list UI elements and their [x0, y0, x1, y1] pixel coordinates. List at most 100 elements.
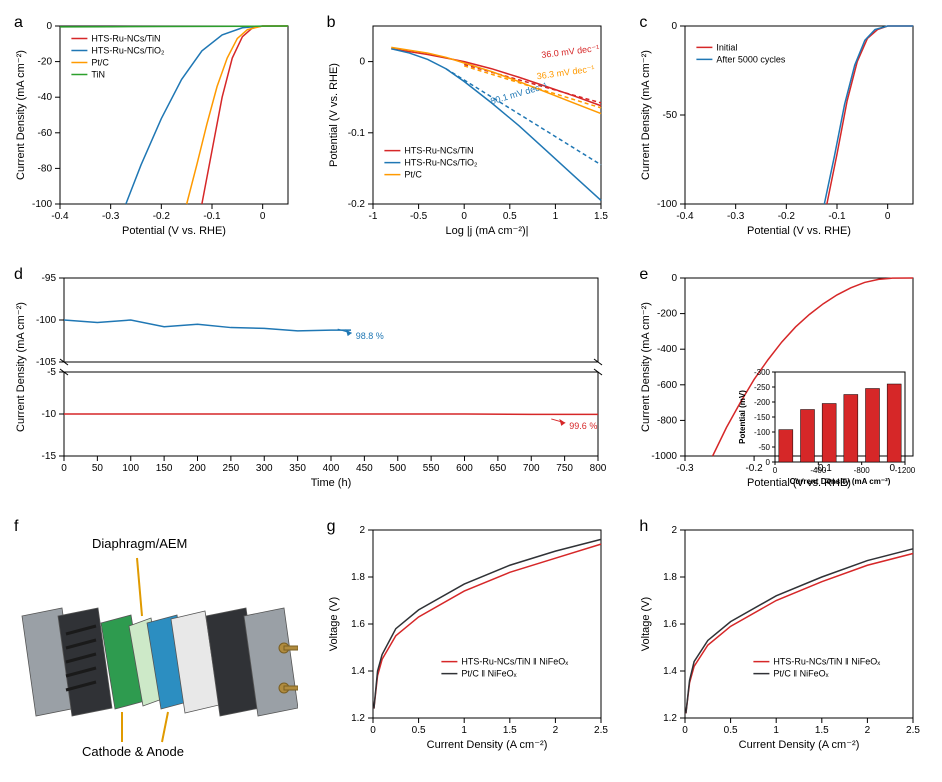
svg-text:HTS-Ru-NCs/TiO₂: HTS-Ru-NCs/TiO₂: [404, 158, 478, 168]
svg-text:2: 2: [865, 725, 871, 736]
svg-text:2: 2: [672, 525, 678, 536]
svg-text:1.5: 1.5: [503, 725, 517, 736]
svg-text:400: 400: [323, 463, 340, 474]
svg-text:0: 0: [370, 725, 376, 736]
svg-text:1.4: 1.4: [351, 666, 365, 677]
svg-text:1: 1: [774, 725, 780, 736]
svg-text:0.5: 0.5: [724, 725, 738, 736]
svg-text:Potential (V vs. RHE): Potential (V vs. RHE): [747, 225, 851, 237]
svg-text:650: 650: [490, 463, 507, 474]
svg-text:300: 300: [256, 463, 273, 474]
svg-text:600: 600: [456, 463, 473, 474]
svg-text:0: 0: [766, 458, 771, 467]
svg-text:450: 450: [356, 463, 373, 474]
svg-text:1.4: 1.4: [663, 666, 677, 677]
panel-g: g00.511.522.51.21.41.61.82Current Densit…: [325, 516, 618, 766]
panel-label: f: [14, 518, 18, 536]
svg-text:Log |j (mA cm⁻²)|: Log |j (mA cm⁻²)|: [445, 225, 528, 237]
svg-text:1: 1: [552, 211, 558, 222]
svg-text:-100: -100: [754, 428, 771, 437]
svg-text:Current Density (mA cm⁻²): Current Density (mA cm⁻²): [640, 302, 652, 432]
svg-text:-800: -800: [657, 415, 677, 426]
svg-text:1.6: 1.6: [663, 619, 677, 630]
svg-text:-0.4: -0.4: [51, 211, 69, 222]
svg-text:Voltage (V): Voltage (V): [640, 597, 652, 651]
svg-text:-0.5: -0.5: [410, 211, 428, 222]
svg-text:200: 200: [189, 463, 206, 474]
panel-label: b: [327, 14, 336, 32]
svg-text:50: 50: [92, 463, 104, 474]
panel-label: e: [639, 266, 648, 284]
svg-text:Current Density (mA cm⁻²): Current Density (mA cm⁻²): [640, 50, 652, 180]
svg-text:After 5000 cycles: After 5000 cycles: [717, 54, 787, 64]
svg-text:0: 0: [683, 725, 689, 736]
svg-text:2.5: 2.5: [906, 725, 920, 736]
svg-text:1.2: 1.2: [663, 713, 677, 724]
panel-label: a: [14, 14, 23, 32]
svg-text:0: 0: [61, 463, 67, 474]
svg-text:Diaphragm/AEM: Diaphragm/AEM: [92, 536, 187, 551]
svg-text:-0.3: -0.3: [727, 211, 745, 222]
svg-text:-600: -600: [657, 380, 677, 391]
svg-text:98.8 %: 98.8 %: [356, 331, 384, 341]
svg-text:1.8: 1.8: [351, 572, 365, 583]
svg-text:HTS-Ru-NCs/TiN ‖ NiFeOₓ: HTS-Ru-NCs/TiN ‖ NiFeOₓ: [461, 657, 568, 667]
panel-label: g: [327, 518, 336, 536]
svg-text:-800: -800: [854, 466, 871, 475]
svg-text:100: 100: [122, 463, 139, 474]
panel-label: c: [639, 14, 647, 32]
svg-text:36.0 mV dec⁻¹: 36.0 mV dec⁻¹: [540, 43, 599, 60]
svg-text:1: 1: [461, 725, 467, 736]
panel-d: d050100150200250300350400450500550600650…: [12, 264, 617, 504]
svg-text:Potential (V vs. RHE): Potential (V vs. RHE): [328, 63, 340, 167]
svg-text:Time (h): Time (h): [311, 477, 352, 489]
svg-text:0: 0: [260, 211, 266, 222]
svg-text:-0.2: -0.2: [347, 199, 365, 210]
svg-text:-0.1: -0.1: [829, 211, 847, 222]
svg-text:Current Density (mA cm⁻²): Current Density (mA cm⁻²): [15, 50, 27, 180]
svg-text:700: 700: [523, 463, 540, 474]
svg-text:TiN: TiN: [91, 69, 105, 79]
svg-text:500: 500: [389, 463, 406, 474]
svg-text:Initial: Initial: [717, 42, 738, 52]
svg-text:0: 0: [672, 21, 678, 32]
svg-text:-100: -100: [36, 315, 56, 326]
svg-text:-100: -100: [32, 199, 52, 210]
svg-text:36.3 mV dec⁻¹: 36.3 mV dec⁻¹: [536, 63, 595, 81]
svg-text:0: 0: [773, 466, 778, 475]
svg-text:Pt/C: Pt/C: [91, 57, 109, 67]
svg-text:-250: -250: [754, 383, 771, 392]
svg-text:-60: -60: [38, 128, 53, 139]
svg-text:Current Density (A cm⁻²): Current Density (A cm⁻²): [426, 739, 547, 751]
svg-text:-50: -50: [663, 110, 678, 121]
svg-text:Current Density (mA cm⁻²): Current Density (mA cm⁻²): [15, 302, 27, 432]
svg-text:-5: -5: [47, 367, 56, 378]
svg-text:80.1 mV dec⁻¹: 80.1 mV dec⁻¹: [489, 81, 548, 107]
svg-text:1.2: 1.2: [351, 713, 365, 724]
svg-text:Pt/C ‖ NiFeOₓ: Pt/C ‖ NiFeOₓ: [774, 669, 829, 679]
svg-text:150: 150: [156, 463, 173, 474]
svg-text:-0.1: -0.1: [203, 211, 221, 222]
svg-text:-15: -15: [42, 451, 57, 462]
svg-text:-200: -200: [754, 398, 771, 407]
svg-text:-0.3: -0.3: [102, 211, 120, 222]
svg-text:Current Density (mA cm⁻²): Current Density (mA cm⁻²): [790, 477, 891, 486]
svg-text:800: 800: [590, 463, 607, 474]
svg-text:0.5: 0.5: [503, 211, 517, 222]
svg-text:HTS-Ru-NCs/TiN: HTS-Ru-NCs/TiN: [404, 146, 473, 156]
svg-text:-200: -200: [657, 309, 677, 320]
svg-text:-150: -150: [754, 413, 771, 422]
svg-text:1.5: 1.5: [815, 725, 829, 736]
panel-label: h: [639, 518, 648, 536]
svg-text:-50: -50: [759, 443, 771, 452]
svg-text:-10: -10: [42, 409, 57, 420]
svg-text:2: 2: [359, 525, 365, 536]
svg-text:750: 750: [556, 463, 573, 474]
svg-text:-1000: -1000: [652, 451, 678, 462]
svg-text:-100: -100: [657, 199, 677, 210]
svg-text:0: 0: [461, 211, 467, 222]
svg-text:HTS-Ru-NCs/TiN: HTS-Ru-NCs/TiN: [91, 33, 160, 43]
panel-a: a-0.4-0.3-0.2-0.10-100-80-60-40-200Poten…: [12, 12, 305, 252]
svg-text:0: 0: [359, 57, 365, 68]
svg-text:-1: -1: [368, 211, 377, 222]
